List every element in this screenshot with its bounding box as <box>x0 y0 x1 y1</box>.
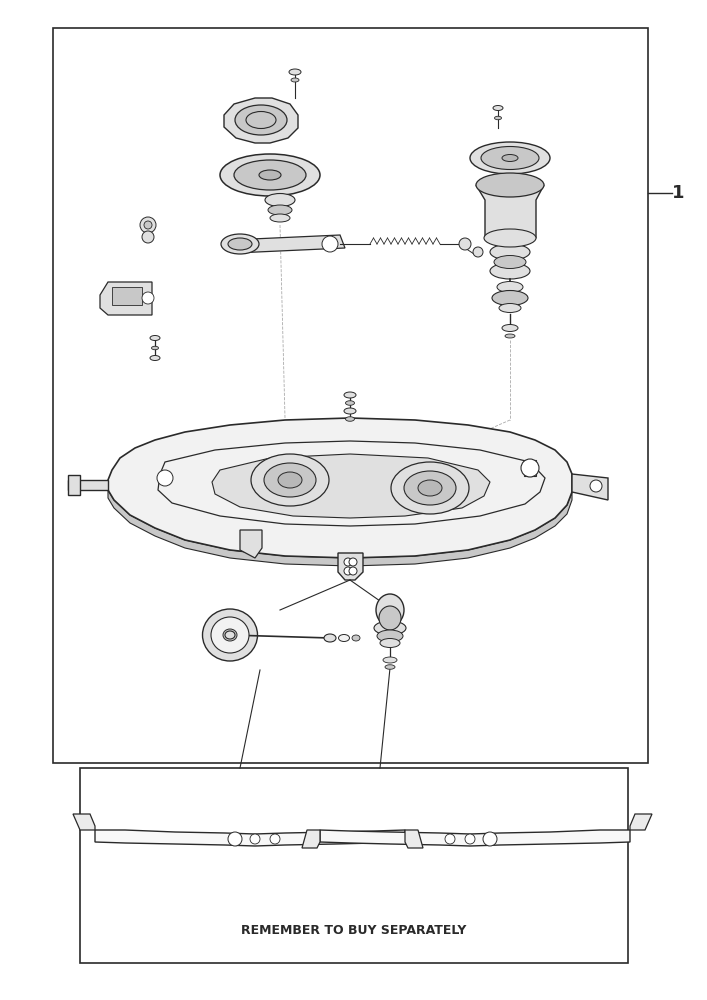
Bar <box>80 768 628 963</box>
Ellipse shape <box>225 631 235 639</box>
Ellipse shape <box>289 69 301 75</box>
Ellipse shape <box>476 173 544 197</box>
Bar <box>112 287 142 305</box>
Ellipse shape <box>264 463 316 497</box>
Circle shape <box>250 834 260 844</box>
Text: REMEMBER TO BUY SEPARATELY: REMEMBER TO BUY SEPARATELY <box>241 924 467 936</box>
Ellipse shape <box>484 229 536 247</box>
Ellipse shape <box>377 630 403 642</box>
Circle shape <box>344 567 352 575</box>
Circle shape <box>270 834 280 844</box>
Ellipse shape <box>220 154 320 196</box>
Ellipse shape <box>470 142 550 174</box>
Ellipse shape <box>265 194 295 207</box>
Ellipse shape <box>211 617 249 653</box>
Polygon shape <box>100 282 152 315</box>
Ellipse shape <box>324 634 336 642</box>
Polygon shape <box>240 530 262 558</box>
Circle shape <box>228 832 242 846</box>
Bar <box>524 460 536 476</box>
Circle shape <box>349 558 357 566</box>
Ellipse shape <box>505 334 515 338</box>
Circle shape <box>142 231 154 243</box>
Ellipse shape <box>376 594 404 626</box>
Ellipse shape <box>221 234 259 254</box>
Circle shape <box>445 834 455 844</box>
Ellipse shape <box>380 639 400 648</box>
Polygon shape <box>68 480 108 490</box>
Ellipse shape <box>379 606 401 630</box>
Circle shape <box>483 832 497 846</box>
Bar <box>53 28 648 763</box>
Ellipse shape <box>494 255 526 268</box>
Circle shape <box>144 221 152 229</box>
Polygon shape <box>212 454 490 518</box>
Circle shape <box>473 247 483 257</box>
Polygon shape <box>572 474 608 500</box>
Ellipse shape <box>235 105 287 135</box>
Polygon shape <box>68 475 80 495</box>
Polygon shape <box>73 814 95 830</box>
Ellipse shape <box>278 472 302 488</box>
Ellipse shape <box>497 282 523 292</box>
Polygon shape <box>320 830 630 846</box>
Polygon shape <box>476 185 544 238</box>
Polygon shape <box>302 830 320 848</box>
Ellipse shape <box>344 408 356 414</box>
Circle shape <box>349 567 357 575</box>
Ellipse shape <box>502 154 518 161</box>
Circle shape <box>459 238 471 250</box>
Ellipse shape <box>270 214 290 222</box>
Ellipse shape <box>251 454 329 506</box>
Ellipse shape <box>346 401 354 405</box>
Text: 1: 1 <box>672 184 684 202</box>
Polygon shape <box>338 553 363 580</box>
Ellipse shape <box>502 324 518 332</box>
Circle shape <box>344 558 352 566</box>
Ellipse shape <box>374 621 406 635</box>
Ellipse shape <box>202 609 257 661</box>
Circle shape <box>140 217 156 233</box>
Polygon shape <box>405 830 423 848</box>
Ellipse shape <box>493 105 503 110</box>
Ellipse shape <box>223 629 237 641</box>
Ellipse shape <box>490 244 530 260</box>
Ellipse shape <box>246 111 276 128</box>
Polygon shape <box>108 490 572 566</box>
Polygon shape <box>224 98 298 143</box>
Ellipse shape <box>151 346 158 350</box>
Ellipse shape <box>344 392 356 398</box>
Polygon shape <box>230 235 345 253</box>
Circle shape <box>322 236 338 252</box>
Ellipse shape <box>234 160 306 190</box>
Circle shape <box>142 292 154 304</box>
Ellipse shape <box>259 170 281 180</box>
Ellipse shape <box>385 665 395 669</box>
Circle shape <box>521 459 539 477</box>
Ellipse shape <box>418 480 442 496</box>
Ellipse shape <box>339 635 349 642</box>
Circle shape <box>157 470 173 486</box>
Ellipse shape <box>404 471 456 505</box>
Ellipse shape <box>499 304 521 312</box>
Ellipse shape <box>494 116 501 120</box>
Ellipse shape <box>391 462 469 514</box>
Ellipse shape <box>352 635 360 641</box>
Ellipse shape <box>268 205 292 215</box>
Ellipse shape <box>150 356 160 360</box>
Ellipse shape <box>492 290 528 306</box>
Circle shape <box>590 480 602 492</box>
Ellipse shape <box>383 657 397 663</box>
Ellipse shape <box>228 238 252 250</box>
Polygon shape <box>108 418 572 558</box>
Circle shape <box>465 834 475 844</box>
Polygon shape <box>95 830 405 846</box>
Polygon shape <box>630 814 652 830</box>
Ellipse shape <box>481 146 539 169</box>
Ellipse shape <box>291 78 299 82</box>
Ellipse shape <box>150 336 160 340</box>
Ellipse shape <box>490 263 530 279</box>
Ellipse shape <box>346 417 354 421</box>
